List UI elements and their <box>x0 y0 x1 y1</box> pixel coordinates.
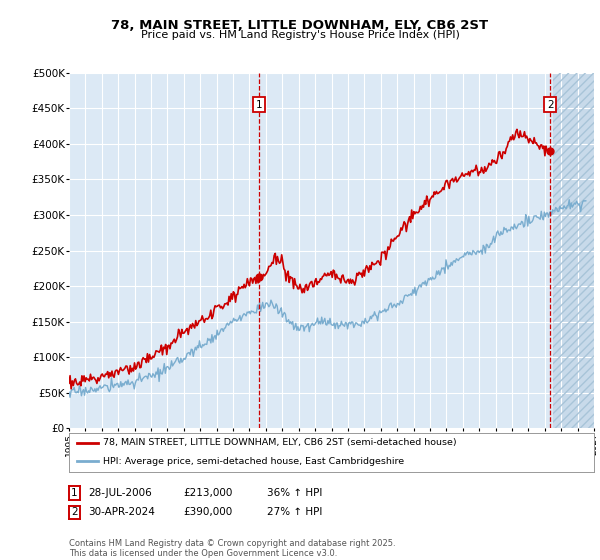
Text: 28-JUL-2006: 28-JUL-2006 <box>88 488 152 498</box>
Text: HPI: Average price, semi-detached house, East Cambridgeshire: HPI: Average price, semi-detached house,… <box>103 457 404 466</box>
Text: 30-APR-2024: 30-APR-2024 <box>88 507 155 517</box>
Text: 2: 2 <box>547 100 554 110</box>
Text: 78, MAIN STREET, LITTLE DOWNHAM, ELY, CB6 2ST (semi-detached house): 78, MAIN STREET, LITTLE DOWNHAM, ELY, CB… <box>103 438 457 447</box>
Text: 36% ↑ HPI: 36% ↑ HPI <box>267 488 322 498</box>
Text: £390,000: £390,000 <box>183 507 232 517</box>
Bar <box>553 73 594 428</box>
Bar <box>553 73 594 428</box>
Text: Contains HM Land Registry data © Crown copyright and database right 2025.
This d: Contains HM Land Registry data © Crown c… <box>69 539 395 558</box>
Text: 78, MAIN STREET, LITTLE DOWNHAM, ELY, CB6 2ST: 78, MAIN STREET, LITTLE DOWNHAM, ELY, CB… <box>112 18 488 32</box>
Text: 1: 1 <box>256 100 262 110</box>
Text: Price paid vs. HM Land Registry's House Price Index (HPI): Price paid vs. HM Land Registry's House … <box>140 30 460 40</box>
Text: 27% ↑ HPI: 27% ↑ HPI <box>267 507 322 517</box>
Text: £213,000: £213,000 <box>183 488 232 498</box>
Text: 1: 1 <box>71 488 78 498</box>
Text: 2: 2 <box>71 507 78 517</box>
